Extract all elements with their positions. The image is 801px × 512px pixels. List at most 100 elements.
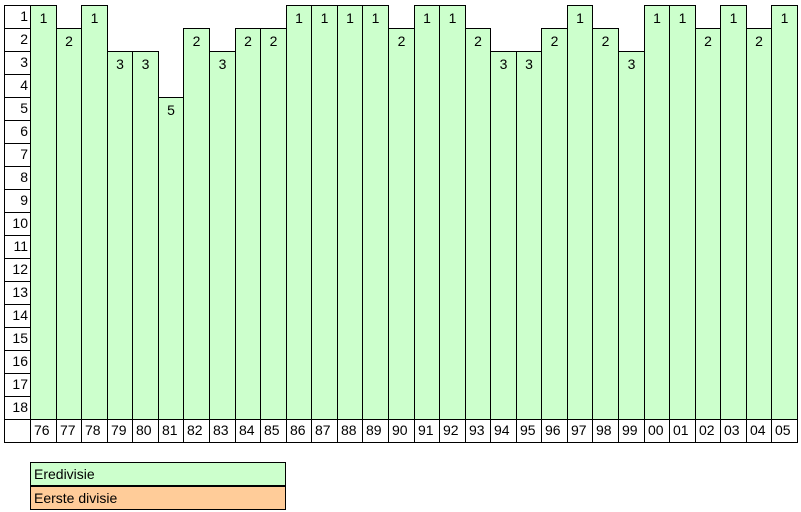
bar-value-label: 2 (704, 33, 712, 49)
bar-value-label: 3 (499, 56, 508, 72)
y-tick-label: 9 (4, 189, 31, 213)
bar-value-label: 1 (295, 10, 303, 26)
x-tick-label: 95 (516, 419, 542, 443)
bar: 3 (209, 51, 236, 419)
bar-value-label: 2 (474, 33, 482, 49)
bar: 1 (720, 5, 747, 419)
bar: 1 (771, 5, 798, 419)
bar: 3 (490, 51, 517, 419)
bar-value-label: 3 (627, 56, 636, 72)
bar: 3 (516, 51, 542, 419)
x-tick-label: 90 (388, 419, 415, 443)
bar-value-label: 1 (448, 10, 457, 26)
bar-value-label: 1 (780, 10, 789, 26)
bar-value-label: 3 (116, 56, 124, 72)
legend-eerste-divisie: Eerste divisie (30, 486, 286, 510)
x-tick-label: 93 (465, 419, 491, 443)
x-tick-label: 96 (541, 419, 568, 443)
bar: 2 (56, 28, 82, 419)
x-tick-label: 05 (771, 419, 798, 443)
x-tick-label: 00 (644, 419, 670, 443)
bar-value-label: 1 (678, 10, 687, 26)
bar: 1 (414, 5, 440, 419)
bar-value-label: 3 (141, 56, 150, 72)
x-tick-label: 02 (695, 419, 721, 443)
bar: 1 (644, 5, 670, 419)
bar: 1 (669, 5, 696, 419)
x-tick-label: 85 (260, 419, 287, 443)
bar-value-label: 3 (525, 56, 533, 72)
bar-value-label: 2 (65, 33, 73, 49)
y-tick-label: 6 (4, 120, 31, 144)
y-tick-label: 15 (4, 327, 31, 351)
x-tick-label: 77 (56, 419, 82, 443)
bar-value-label: 1 (423, 10, 431, 26)
bar-value-label: 1 (653, 10, 661, 26)
x-tick-label: 88 (337, 419, 363, 443)
bar: 1 (362, 5, 389, 419)
bar: 1 (30, 5, 57, 419)
bar-value-label: 1 (371, 10, 380, 26)
bar: 2 (183, 28, 210, 419)
y-tick-label: 14 (4, 304, 31, 328)
x-tick-label: 76 (30, 419, 57, 443)
bar-value-label: 2 (192, 33, 201, 49)
bar: 2 (260, 28, 287, 419)
bar-value-label: 5 (167, 102, 175, 118)
x-tick-label: 97 (567, 419, 593, 443)
bar-value-label: 1 (90, 10, 99, 26)
bar-value-label: 2 (601, 33, 610, 49)
x-tick-label: 98 (592, 419, 619, 443)
bar-value-label: 1 (320, 10, 329, 26)
bar: 1 (337, 5, 363, 419)
bar: 1 (286, 5, 312, 419)
x-tick-label: 92 (439, 419, 466, 443)
y-tick-label: 13 (4, 281, 31, 305)
y-tick-label: 17 (4, 373, 31, 397)
bar: 2 (465, 28, 491, 419)
y-tick-label: 2 (4, 28, 31, 52)
bar: 5 (158, 97, 184, 419)
x-tick-label: 84 (235, 419, 261, 443)
x-tick-label: 01 (669, 419, 696, 443)
y-tick-label: 3 (4, 51, 31, 75)
y-tick-label: 8 (4, 166, 31, 190)
x-tick-label: 80 (132, 419, 159, 443)
bar-value-label: 3 (218, 56, 227, 72)
x-tick-label: 04 (746, 419, 772, 443)
x-tick-label: 91 (414, 419, 440, 443)
y-tick-label: 7 (4, 143, 31, 167)
y-tick-label: 11 (4, 235, 31, 259)
bar-value-label: 2 (269, 33, 278, 49)
bar: 1 (567, 5, 593, 419)
bar: 2 (592, 28, 619, 419)
x-tick-label: 83 (209, 419, 236, 443)
x-tick-label: 79 (107, 419, 133, 443)
x-tick-label: 89 (362, 419, 389, 443)
x-tick-label: 78 (81, 419, 108, 443)
x-tick-label: 99 (618, 419, 645, 443)
corner-cell (4, 419, 31, 443)
bar: 2 (388, 28, 415, 419)
bar: 1 (311, 5, 338, 419)
bar-value-label: 1 (729, 10, 738, 26)
bar: 1 (439, 5, 466, 419)
bar: 3 (107, 51, 133, 419)
bar-value-label: 1 (576, 10, 584, 26)
bar: 3 (132, 51, 159, 419)
bar: 2 (541, 28, 568, 419)
legend-eredivisie: Eredivisie (30, 462, 286, 486)
bar-value-label: 2 (397, 33, 406, 49)
y-tick-label: 1 (4, 5, 31, 29)
bar: 2 (746, 28, 772, 419)
y-tick-label: 4 (4, 74, 31, 98)
x-tick-label: 94 (490, 419, 517, 443)
bar-value-label: 2 (244, 33, 252, 49)
x-tick-label: 86 (286, 419, 312, 443)
bar-value-label: 2 (755, 33, 763, 49)
bar: 1 (81, 5, 108, 419)
bar-value-label: 1 (346, 10, 354, 26)
y-tick-label: 12 (4, 258, 31, 282)
y-tick-label: 5 (4, 97, 31, 121)
bar: 3 (618, 51, 645, 419)
